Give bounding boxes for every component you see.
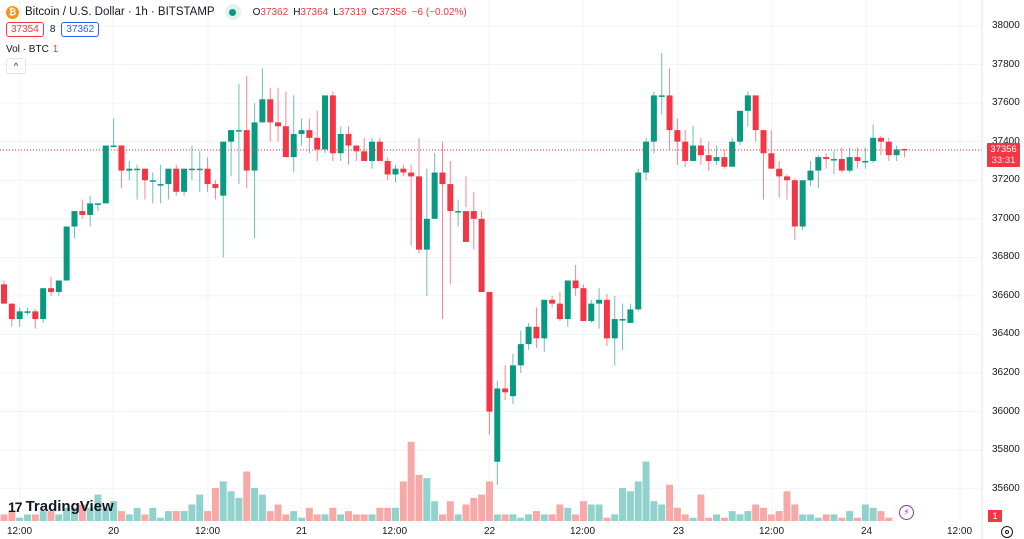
time-axis-label: 23 <box>673 526 685 537</box>
low-value: 37319 <box>338 6 367 18</box>
volume-bars <box>0 441 893 521</box>
time-axis-label: 12:00 <box>195 526 221 537</box>
price-axis-label: 38000 <box>992 20 1020 31</box>
time-axis-label: 24 <box>861 526 873 537</box>
price-axis-label: 36000 <box>992 405 1020 417</box>
volume-legend: Vol · BTC 1 <box>6 44 58 55</box>
volume-axis-tag: 1 <box>988 510 1002 522</box>
time-axis-label: 21 <box>296 526 308 537</box>
price-axis-label: 37800 <box>992 58 1020 70</box>
price-axis-label: 35800 <box>992 444 1020 456</box>
tradingview-logo-icon: 17 <box>8 498 23 515</box>
volume-value: 1 <box>52 44 59 55</box>
bitcoin-icon: ₿ <box>6 5 19 19</box>
change-value: −6 (−0.02%) <box>411 6 467 18</box>
high-value: 37364 <box>300 6 329 18</box>
market-open-dot-icon <box>224 4 241 20</box>
price-axis-label: 36400 <box>992 328 1020 340</box>
close-value: 37356 <box>378 6 407 18</box>
spread-value: 8 <box>49 24 56 35</box>
price-axis-label: 37200 <box>992 174 1020 186</box>
price-axis-label: 35600 <box>992 482 1020 494</box>
last-price-tag: 37356 33:31 <box>987 143 1020 167</box>
tradingview-logo[interactable]: 17 TradingView <box>8 498 114 515</box>
price-axis-label: 36600 <box>992 289 1020 301</box>
buy-price-button[interactable]: 37362 <box>61 22 100 37</box>
price-axis-label: 36200 <box>992 367 1020 379</box>
lightning-icon[interactable]: ⚡ <box>899 505 914 520</box>
candle-countdown: 33:31 <box>991 155 1016 166</box>
tradingview-logo-text: TradingView <box>25 498 114 515</box>
time-axis-label: 12:00 <box>7 526 33 537</box>
symbol-legend: ₿ Bitcoin / U.S. Dollar · 1h · BITSTAMP … <box>6 4 467 20</box>
open-value: 37362 <box>260 6 289 18</box>
price-axis-label: 37000 <box>992 212 1020 224</box>
settings-gear-icon[interactable] <box>1001 526 1013 538</box>
sell-price-button[interactable]: 37354 <box>6 22 44 37</box>
volume-label: Vol · BTC <box>6 44 49 55</box>
time-axis-label: 12:00 <box>947 526 973 537</box>
bid-ask-row: 37354 8 37362 <box>6 22 100 37</box>
price-axis-label: 36800 <box>992 251 1020 263</box>
symbol-title[interactable]: Bitcoin / U.S. Dollar · 1h · BITSTAMP <box>25 6 215 18</box>
time-axis-label: 12:00 <box>759 526 785 537</box>
chart-grid <box>0 0 982 522</box>
time-axis-label: 22 <box>484 526 496 537</box>
time-axis-label: 12:00 <box>570 526 596 537</box>
ohlc-values: O37362 H37364 L37319 C37356 −6 (−0.02%) <box>252 6 467 18</box>
last-price-value: 37356 <box>990 144 1017 155</box>
price-axis-label: 37400 <box>992 135 1020 147</box>
time-axis-label: 12:00 <box>382 526 408 537</box>
chevron-up-icon[interactable]: ^ <box>6 58 26 74</box>
candles <box>1 52 908 485</box>
time-axis-label: 20 <box>108 526 120 537</box>
price-axis-label: 37600 <box>992 97 1020 109</box>
